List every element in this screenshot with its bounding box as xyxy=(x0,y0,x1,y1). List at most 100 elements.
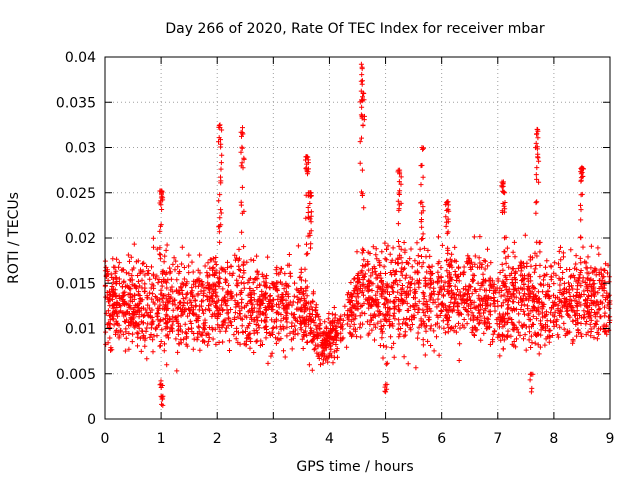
data-point xyxy=(232,252,238,258)
data-point xyxy=(592,321,598,326)
data-point xyxy=(459,311,464,317)
data-point xyxy=(225,259,230,265)
data-point xyxy=(308,241,314,247)
data-point xyxy=(265,254,271,260)
data-point xyxy=(158,393,164,399)
data-point xyxy=(501,281,507,287)
data-point xyxy=(384,281,390,287)
data-point xyxy=(303,288,309,294)
data-point xyxy=(594,336,600,342)
data-point xyxy=(128,315,134,321)
data-point xyxy=(260,342,265,347)
data-point xyxy=(601,267,607,273)
data-point xyxy=(511,322,517,328)
data-point xyxy=(560,270,566,275)
data-point xyxy=(456,264,461,270)
data-point xyxy=(215,312,221,318)
data-point xyxy=(510,326,516,332)
data-point xyxy=(404,260,410,265)
data-point xyxy=(212,259,218,265)
data-point xyxy=(217,122,223,128)
data-point xyxy=(226,338,232,344)
data-point xyxy=(408,327,414,333)
data-point xyxy=(206,289,212,295)
data-point xyxy=(427,277,433,283)
data-point xyxy=(158,343,163,349)
data-point xyxy=(364,319,370,325)
data-point xyxy=(202,323,208,329)
data-point xyxy=(278,265,284,271)
data-point xyxy=(239,210,245,216)
data-point xyxy=(440,292,446,298)
data-point xyxy=(388,322,394,328)
data-point xyxy=(402,265,408,271)
data-point xyxy=(210,256,216,262)
data-point xyxy=(529,340,535,346)
data-point xyxy=(576,275,582,281)
data-point xyxy=(451,307,457,313)
data-point xyxy=(546,339,552,345)
data-point xyxy=(186,326,191,332)
y-tick-labels: 0 0.005 0.01 0.015 0.02 0.025 0.03 0.035 0.04 xyxy=(56,50,96,428)
data-point xyxy=(387,312,393,318)
data-point xyxy=(257,296,263,302)
data-point xyxy=(157,382,163,388)
data-point xyxy=(196,323,202,329)
data-point xyxy=(497,311,503,317)
data-point xyxy=(570,272,576,278)
data-point xyxy=(306,313,312,319)
data-point xyxy=(373,271,379,277)
data-point xyxy=(239,184,245,190)
data-point xyxy=(502,235,507,241)
data-point xyxy=(467,294,472,300)
data-point xyxy=(201,285,207,291)
data-point xyxy=(154,246,160,252)
data-point xyxy=(477,303,483,308)
data-point xyxy=(194,337,200,343)
data-point xyxy=(485,294,491,300)
data-point xyxy=(169,284,175,290)
data-point xyxy=(365,332,371,338)
data-point xyxy=(195,291,201,297)
data-point xyxy=(500,346,506,352)
data-point xyxy=(216,198,222,204)
data-point xyxy=(544,312,550,318)
data-point xyxy=(228,319,234,325)
data-point xyxy=(391,281,397,287)
data-point xyxy=(251,291,257,297)
data-point xyxy=(441,283,447,289)
data-point xyxy=(216,324,222,330)
data-point xyxy=(420,174,426,180)
data-point xyxy=(390,268,396,274)
data-point xyxy=(603,297,608,303)
data-point xyxy=(129,273,135,279)
data-point xyxy=(404,316,410,321)
data-point xyxy=(492,328,498,334)
data-point xyxy=(274,288,280,294)
data-point xyxy=(168,326,174,332)
data-point xyxy=(520,293,526,299)
data-point xyxy=(578,260,584,266)
data-point xyxy=(335,354,340,360)
data-point xyxy=(209,293,215,299)
data-point xyxy=(273,340,279,346)
data-point xyxy=(162,341,167,347)
data-point xyxy=(182,321,188,327)
data-point xyxy=(453,296,459,302)
data-point xyxy=(494,321,500,327)
data-point xyxy=(231,315,237,321)
data-point xyxy=(303,299,309,305)
data-point xyxy=(165,332,171,338)
data-point xyxy=(289,311,295,317)
data-point xyxy=(402,275,408,281)
data-point xyxy=(578,217,584,223)
data-point xyxy=(307,190,313,196)
data-point xyxy=(471,234,477,240)
data-point xyxy=(568,247,574,253)
data-point xyxy=(204,270,210,276)
data-point xyxy=(189,304,195,310)
data-point xyxy=(446,284,452,289)
data-point xyxy=(359,72,365,78)
data-point xyxy=(127,258,132,264)
data-point xyxy=(196,314,202,320)
